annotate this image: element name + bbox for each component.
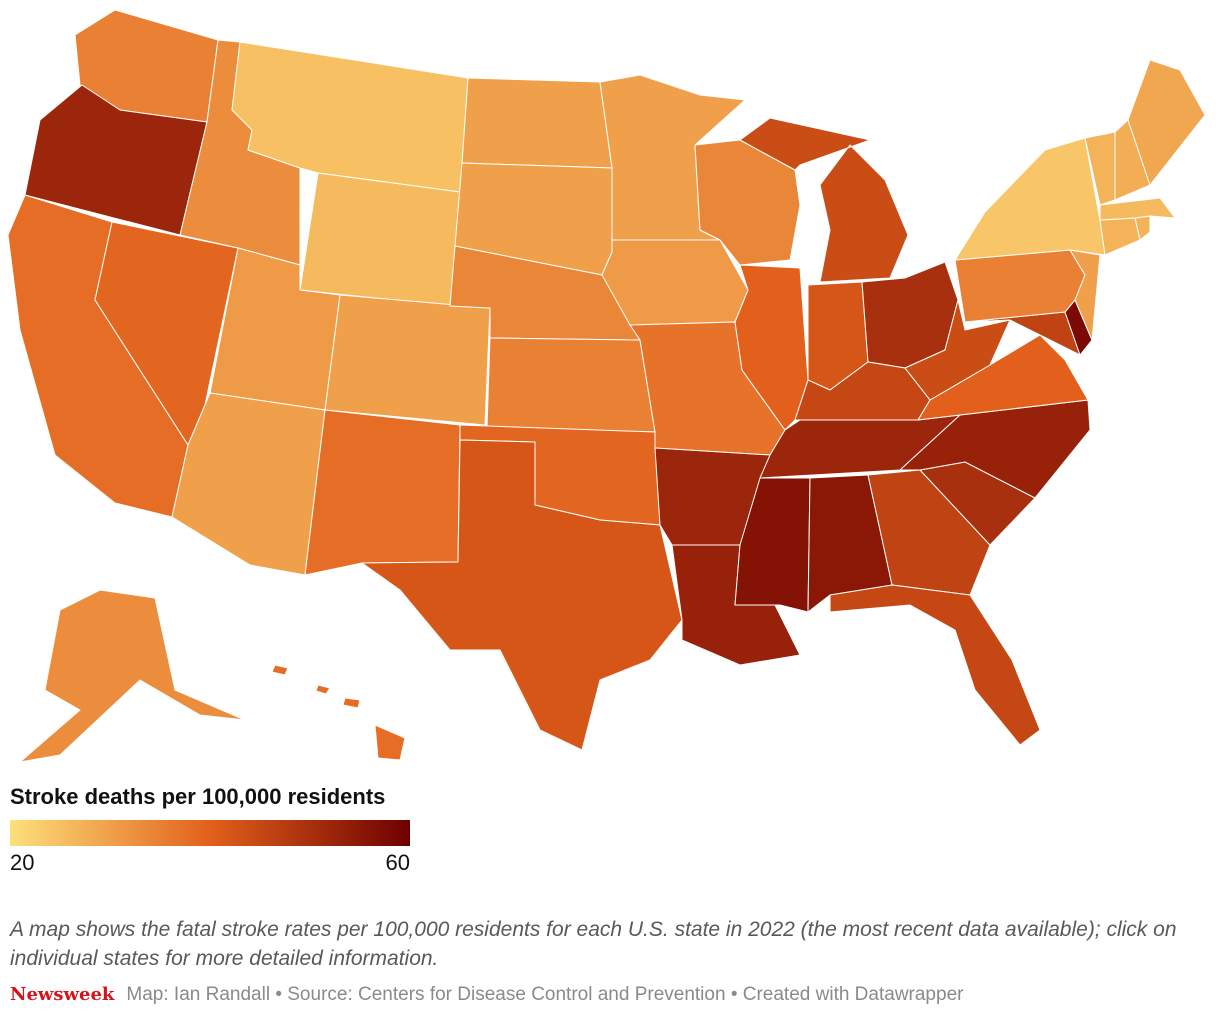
- state-connecticut[interactable]: [1099, 217, 1141, 256]
- state-texas[interactable]: [361, 439, 683, 751]
- state-north-dakota[interactable]: [461, 77, 613, 169]
- state-pennsylvania[interactable]: [954, 249, 1086, 323]
- state-georgia[interactable]: [867, 469, 991, 596]
- state-new-jersey[interactable]: [1069, 249, 1101, 341]
- newsweek-logo[interactable]: Newsweek: [10, 984, 115, 1005]
- legend-min-label: 20: [10, 850, 35, 875]
- map-caption: A map shows the fatal stroke rates per 1…: [10, 918, 1177, 970]
- legend-color-bar: [10, 820, 410, 846]
- state-alaska[interactable]: [19, 589, 246, 763]
- state-colorado[interactable]: [324, 294, 491, 426]
- state-florida[interactable]: [829, 584, 1041, 746]
- state-new-york[interactable]: [954, 137, 1106, 261]
- state-kansas[interactable]: [486, 337, 656, 433]
- legend-title: Stroke deaths per 100,000 residents: [10, 784, 386, 809]
- state-iowa[interactable]: [601, 239, 749, 326]
- footer-credits: Map: Ian Randall • Source: Centers for D…: [126, 984, 964, 1005]
- state-new-mexico[interactable]: [304, 409, 461, 576]
- state-michigan[interactable]: [739, 117, 909, 283]
- state-maine[interactable]: [1127, 59, 1206, 186]
- state-massachusetts[interactable]: [1099, 197, 1176, 221]
- state-wyoming[interactable]: [299, 172, 461, 307]
- state-hawaii[interactable]: [271, 664, 406, 761]
- state-west-virginia[interactable]: [904, 299, 1011, 401]
- us-states-map: [7, 9, 1206, 763]
- footer: Newsweek Map: Ian Randall • Source: Cente…: [10, 984, 963, 1006]
- legend-max-label: 60: [385, 850, 410, 875]
